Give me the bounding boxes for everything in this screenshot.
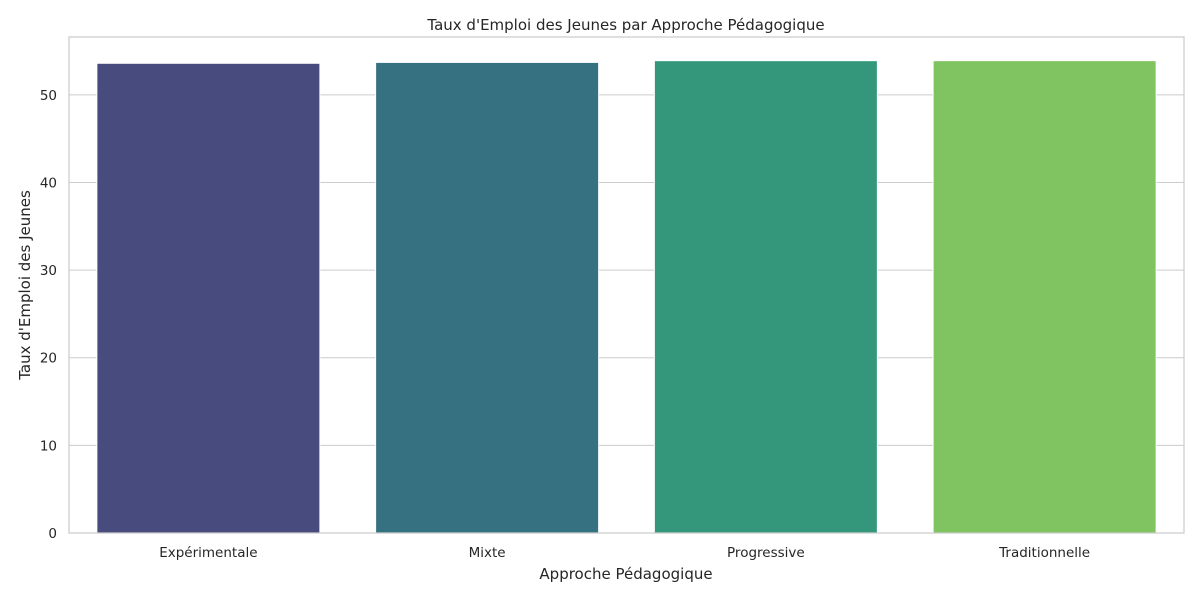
x-tick-label: Traditionnelle <box>998 545 1090 561</box>
y-tick-label: 20 <box>40 351 57 367</box>
bar-expérimentale <box>96 62 321 534</box>
y-tick-labels: 0 10 20 30 40 50 <box>40 88 57 542</box>
chart-title: Taux d'Emploi des Jeunes par Approche Pé… <box>426 16 824 34</box>
bar-traditionnelle <box>932 60 1157 534</box>
x-tick-label: Mixte <box>469 545 506 561</box>
x-axis-label: Approche Pédagogique <box>539 565 712 583</box>
y-tick-label: 40 <box>40 175 57 191</box>
bar-progressive <box>653 60 878 534</box>
bar-mixte <box>375 61 600 534</box>
plot-frame <box>68 36 1185 534</box>
x-tick-label: Expérimentale <box>159 545 257 561</box>
y-axis-label: Taux d'Emploi des Jeunes <box>16 190 34 381</box>
y-tick-label: 10 <box>40 438 57 454</box>
bars <box>96 60 1157 534</box>
y-tick-label: 30 <box>40 263 57 279</box>
x-tick-label: Progressive <box>727 545 805 561</box>
x-tick-labels: Expérimentale Mixte Progressive Traditionne… <box>159 545 1090 561</box>
y-tick-label: 0 <box>48 526 57 542</box>
y-tick-label: 50 <box>40 88 57 104</box>
